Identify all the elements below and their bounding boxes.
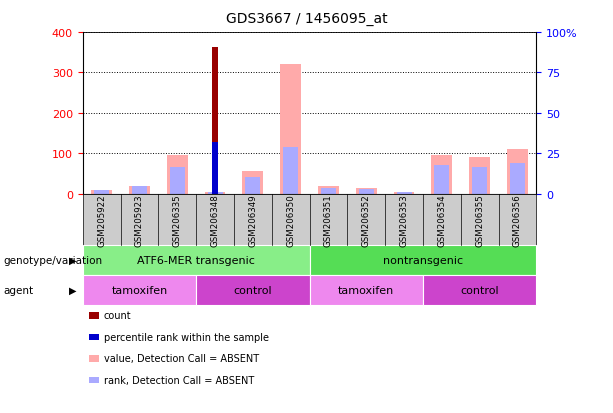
Text: GSM206356: GSM206356 xyxy=(513,194,522,246)
Bar xyxy=(243,172,263,194)
Bar xyxy=(205,192,226,194)
Text: GSM205922: GSM205922 xyxy=(97,194,106,246)
Bar xyxy=(207,193,223,194)
Text: GSM206352: GSM206352 xyxy=(362,194,371,246)
Bar xyxy=(397,193,412,194)
Text: nontransgenic: nontransgenic xyxy=(383,256,463,266)
Text: GSM206348: GSM206348 xyxy=(210,194,219,246)
Bar xyxy=(507,150,528,194)
Text: genotype/variation: genotype/variation xyxy=(3,256,102,266)
Bar xyxy=(132,187,147,194)
Bar xyxy=(280,65,301,194)
Text: percentile rank within the sample: percentile rank within the sample xyxy=(104,332,268,342)
Bar xyxy=(356,188,376,194)
Bar xyxy=(321,188,336,194)
Text: value, Detection Call = ABSENT: value, Detection Call = ABSENT xyxy=(104,354,259,363)
Text: ▶: ▶ xyxy=(69,285,77,295)
Bar xyxy=(167,156,188,194)
Text: GSM206354: GSM206354 xyxy=(437,194,446,246)
Text: count: count xyxy=(104,311,131,320)
Bar xyxy=(91,190,112,194)
Text: tamoxifen: tamoxifen xyxy=(112,285,167,295)
Text: GSM206353: GSM206353 xyxy=(400,194,409,246)
Text: control: control xyxy=(460,285,499,295)
Text: GSM205923: GSM205923 xyxy=(135,194,144,246)
Bar xyxy=(129,186,150,194)
Bar xyxy=(245,178,261,194)
Bar xyxy=(94,191,109,194)
Bar xyxy=(213,142,218,194)
Bar xyxy=(283,148,299,194)
Bar xyxy=(318,186,339,194)
Bar xyxy=(394,192,414,194)
Bar xyxy=(170,168,185,194)
Bar xyxy=(510,164,525,194)
Text: GSM206335: GSM206335 xyxy=(173,194,182,246)
Bar xyxy=(211,48,218,194)
Text: GSM206351: GSM206351 xyxy=(324,194,333,246)
Text: GSM206355: GSM206355 xyxy=(475,194,484,246)
Bar xyxy=(359,189,374,194)
Text: GSM206350: GSM206350 xyxy=(286,194,295,246)
Text: GDS3667 / 1456095_at: GDS3667 / 1456095_at xyxy=(226,12,387,26)
Text: rank, Detection Call = ABSENT: rank, Detection Call = ABSENT xyxy=(104,375,254,385)
Text: tamoxifen: tamoxifen xyxy=(338,285,394,295)
Text: ▶: ▶ xyxy=(69,256,77,266)
Text: control: control xyxy=(234,285,272,295)
Text: ATF6-MER transgenic: ATF6-MER transgenic xyxy=(137,256,255,266)
Bar xyxy=(470,158,490,194)
Bar xyxy=(472,168,487,194)
Text: agent: agent xyxy=(3,285,33,295)
Bar xyxy=(434,166,449,194)
Bar xyxy=(432,156,452,194)
Text: GSM206349: GSM206349 xyxy=(248,194,257,246)
